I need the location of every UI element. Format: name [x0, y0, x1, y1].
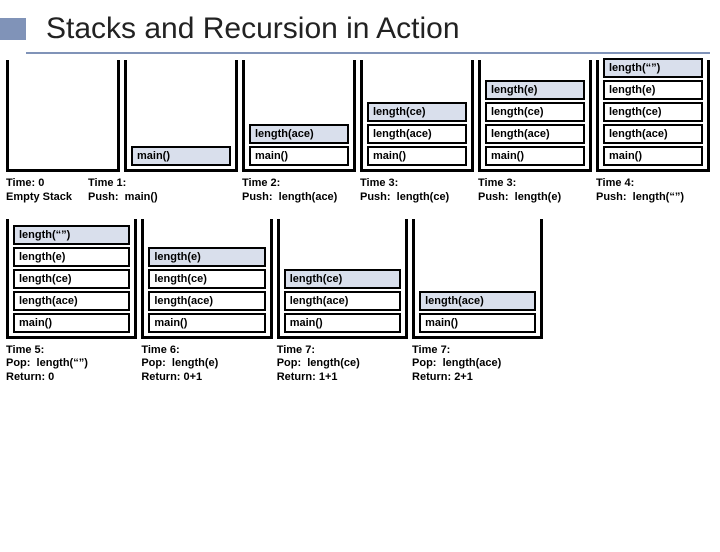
- caption-t4: Time 4:Push: length(“”): [596, 174, 710, 205]
- caption-t7b: Time 7:Pop: length(ace)Return: 2+1: [412, 341, 543, 385]
- caption-t3a: Time 3:Push: length(ce): [360, 174, 474, 205]
- caption-t1: Time 1:Push: main(): [88, 174, 238, 205]
- stack-t0: [6, 60, 120, 172]
- diagram-area: main() length(ace) main() length(ce) len…: [0, 54, 720, 385]
- frame-ace: length(ace): [284, 291, 401, 311]
- frame-main: main(): [131, 146, 231, 166]
- frame-empty: length(“”): [603, 58, 703, 78]
- caption-t0: Time: 0Empty Stack: [6, 174, 84, 205]
- frame-ace: length(ace): [603, 124, 703, 144]
- stack-t2: length(ace) main(): [242, 60, 356, 172]
- caption-t5: Time 5:Pop: length(“”)Return: 0: [6, 341, 137, 385]
- stack-t3a: length(ce) length(ace) main(): [360, 60, 474, 172]
- frame-e: length(e): [603, 80, 703, 100]
- frame-e: length(e): [485, 80, 585, 100]
- frame-main: main(): [485, 146, 585, 166]
- frame-ce: length(ce): [485, 102, 585, 122]
- frame-main: main(): [367, 146, 467, 166]
- frame-ce: length(ce): [367, 102, 467, 122]
- frame-e: length(e): [148, 247, 265, 267]
- stack-row-push: main() length(ace) main() length(ce) len…: [6, 60, 714, 172]
- caption-t7a: Time 7:Pop: length(ce)Return: 1+1: [277, 341, 408, 385]
- stack-t7a: length(ce) length(ace) main(): [277, 219, 408, 339]
- frame-ce: length(ce): [148, 269, 265, 289]
- caption-row-push: Time: 0Empty Stack Time 1:Push: main() T…: [6, 174, 714, 205]
- frame-main: main(): [249, 146, 349, 166]
- frame-e: length(e): [13, 247, 130, 267]
- stack-row-pop: length(“”) length(e) length(ce) length(a…: [6, 219, 714, 339]
- frame-ace: length(ace): [485, 124, 585, 144]
- frame-ace: length(ace): [419, 291, 536, 311]
- stack-t6: length(e) length(ce) length(ace) main(): [141, 219, 272, 339]
- frame-ace: length(ace): [249, 124, 349, 144]
- frame-main: main(): [148, 313, 265, 333]
- frame-ace: length(ace): [13, 291, 130, 311]
- stack-t1: main(): [124, 60, 238, 172]
- caption-t6: Time 6:Pop: length(e)Return: 0+1: [141, 341, 272, 385]
- frame-empty: length(“”): [13, 225, 130, 245]
- frame-main: main(): [603, 146, 703, 166]
- frame-main: main(): [13, 313, 130, 333]
- frame-ace: length(ace): [367, 124, 467, 144]
- caption-t3b: Time 3:Push: length(e): [478, 174, 592, 205]
- frame-ce: length(ce): [13, 269, 130, 289]
- frame-ace: length(ace): [148, 291, 265, 311]
- stack-t3b: length(e) length(ce) length(ace) main(): [478, 60, 592, 172]
- frame-ce: length(ce): [603, 102, 703, 122]
- frame-ce: length(ce): [284, 269, 401, 289]
- page-title: Stacks and Recursion in Action: [26, 12, 460, 46]
- stack-t7b: length(ace) main(): [412, 219, 543, 339]
- caption-t2: Time 2:Push: length(ace): [242, 174, 356, 205]
- title-bar: Stacks and Recursion in Action: [0, 12, 720, 46]
- stack-t5: length(“”) length(e) length(ce) length(a…: [6, 219, 137, 339]
- title-accent-block: [0, 18, 26, 40]
- frame-main: main(): [284, 313, 401, 333]
- stack-t4: length(“”) length(e) length(ce) length(a…: [596, 60, 710, 172]
- caption-row-pop: Time 5:Pop: length(“”)Return: 0 Time 6:P…: [6, 341, 714, 385]
- frame-main: main(): [419, 313, 536, 333]
